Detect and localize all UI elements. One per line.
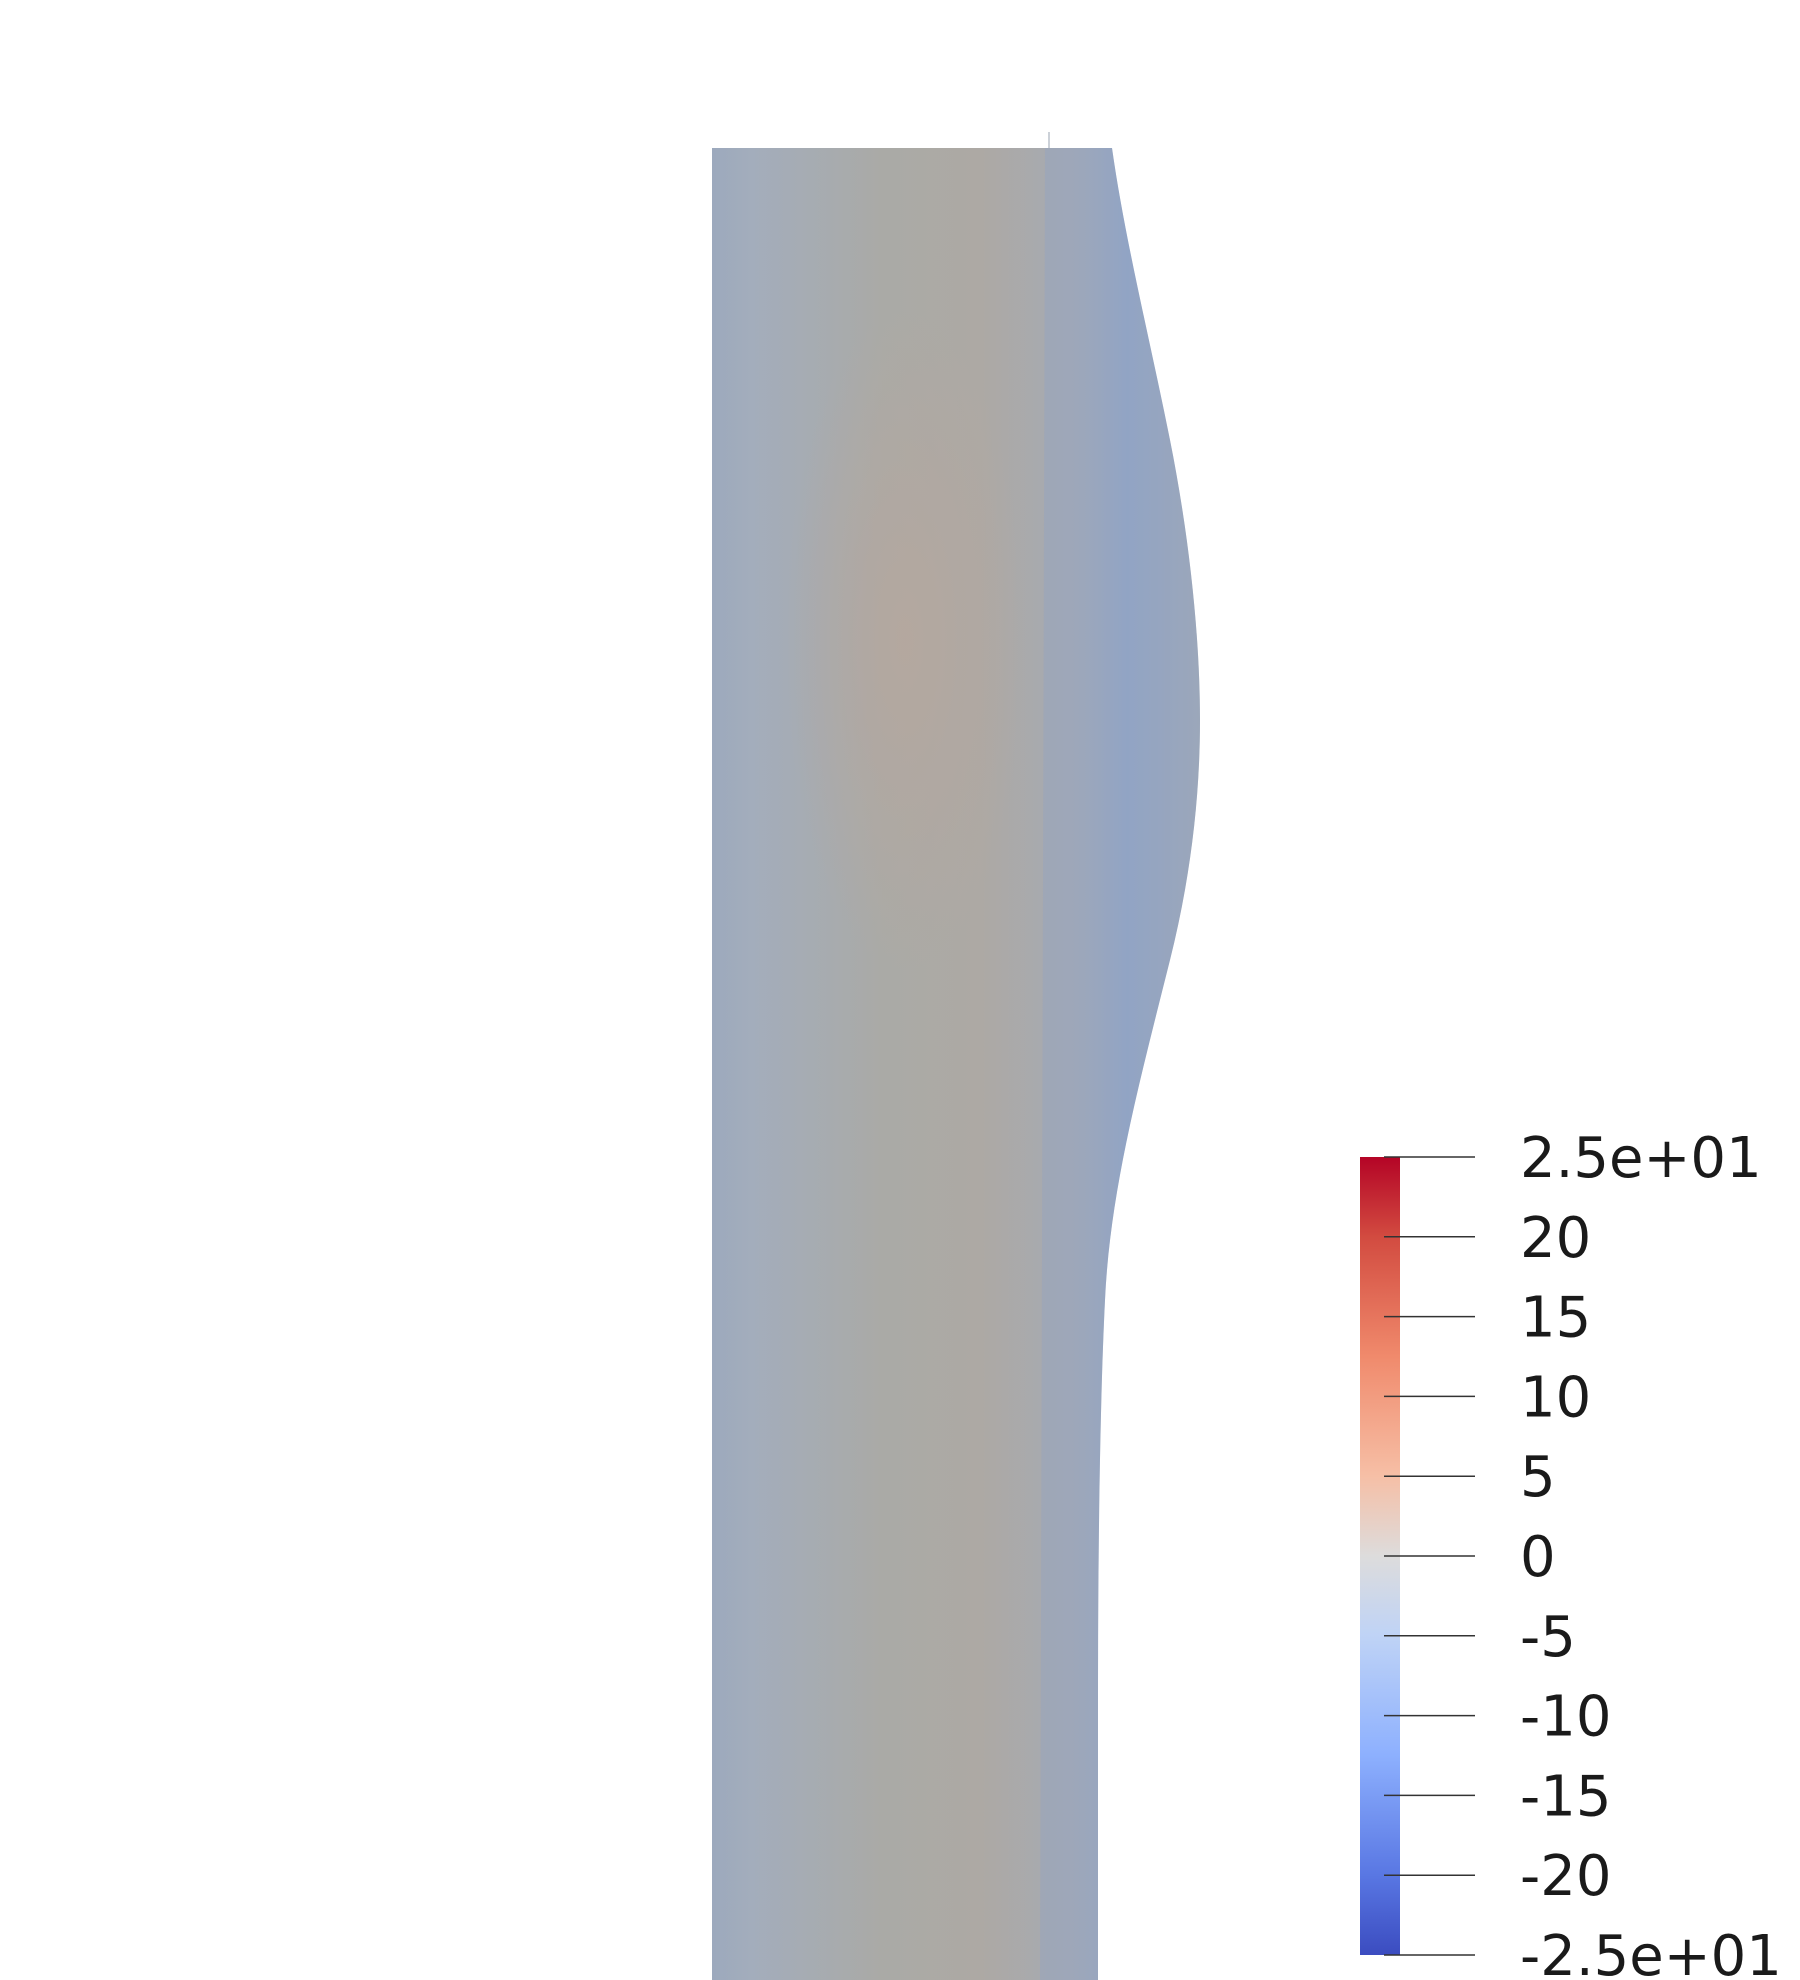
colorbar-tick-label: -15 [1520,1764,1611,1829]
colorbar-ticks: 2.5e+01 20 15 10 5 0 -5 -10 -15 -20 -2.5e+01 [1384,1126,1782,1980]
colorbar-tick-label: 20 [1520,1206,1591,1271]
column-right-edge-band [1040,148,1200,1980]
colorbar-tick-label: 10 [1520,1365,1591,1430]
colorbar-tick-label: -5 [1520,1605,1576,1670]
colorbar-tick-label: 5 [1520,1445,1556,1510]
colorbar-tick-label: 0 [1520,1525,1556,1590]
colorbar-tick-label: -10 [1520,1685,1611,1750]
deformed-column [712,132,1200,1980]
color-legend: 2.5e+01 20 15 10 5 0 -5 -10 -15 -20 -2.5e+01 [1360,1126,1782,1980]
colorbar-tick-label: -2.5e+01 [1520,1924,1782,1980]
colorbar-tick-label: 15 [1520,1286,1591,1351]
colorbar-tick-label: -20 [1520,1844,1611,1909]
colorbar-tick-label: 2.5e+01 [1520,1126,1762,1191]
column-warm-core [785,310,1025,970]
